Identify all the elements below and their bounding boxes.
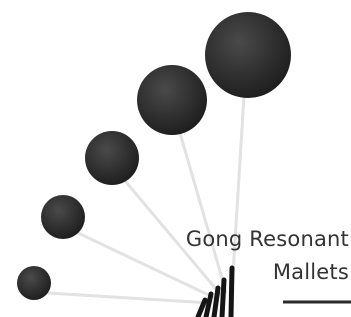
mallet-heads (17, 12, 291, 300)
stick (232, 96, 244, 290)
handle (222, 280, 224, 317)
mallet-head (17, 266, 51, 300)
title-line: Gong Resonant (186, 227, 349, 251)
mallet-head (205, 12, 291, 98)
mallet-head (41, 195, 85, 239)
stick (180, 133, 226, 292)
handle (206, 294, 211, 317)
page: Gong Resonant Mallets (() => { const dat… (0, 0, 351, 317)
mallet-head (137, 65, 207, 135)
title-line: Mallets (273, 260, 349, 284)
handle (231, 268, 232, 317)
mallet-head (85, 131, 139, 185)
handle (214, 288, 218, 317)
product-image: Gong Resonant Mallets (0, 0, 351, 317)
stick (48, 293, 210, 303)
mallet-sticks (48, 96, 244, 303)
